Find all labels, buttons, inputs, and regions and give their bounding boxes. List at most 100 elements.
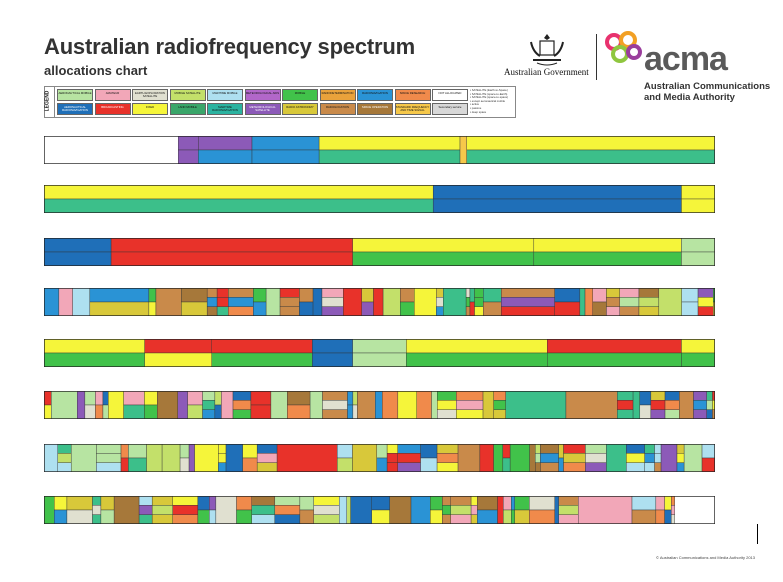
allocation-block <box>57 453 72 463</box>
allocation-block <box>469 288 475 303</box>
allocation-block <box>606 288 620 298</box>
allocation-block <box>347 404 354 419</box>
band-allocation-strip <box>44 496 715 524</box>
allocation-block <box>312 339 353 354</box>
allocation-block <box>644 444 655 454</box>
allocation-block <box>216 306 229 316</box>
allocation-block <box>466 136 715 151</box>
allocation-block <box>77 391 86 419</box>
allocation-block <box>299 509 314 524</box>
allocation-block <box>318 136 461 151</box>
allocation-block <box>352 238 535 253</box>
allocation-block <box>95 404 104 419</box>
allocation-block <box>214 404 222 419</box>
allocation-block <box>632 391 641 419</box>
allocation-block <box>102 404 109 419</box>
legend-label: LEGEND <box>44 87 55 117</box>
allocation-block <box>617 409 634 419</box>
allocation-block <box>338 496 347 524</box>
allocation-block <box>376 457 388 472</box>
allocation-block <box>655 496 665 511</box>
allocation-block <box>436 453 459 463</box>
allocation-block <box>676 462 685 472</box>
allocation-block <box>664 400 680 410</box>
allocation-block <box>465 306 471 316</box>
allocation-block <box>274 505 301 515</box>
allocation-block <box>274 496 301 506</box>
legend-item: Secondary service <box>432 103 468 115</box>
allocation-block <box>144 352 212 367</box>
legend-item: AMATEUR <box>94 89 131 101</box>
allocation-block <box>465 297 471 307</box>
allocation-block <box>371 496 390 511</box>
allocation-block <box>671 496 675 506</box>
allocation-block <box>66 496 93 511</box>
allocation-block <box>321 306 344 316</box>
allocation-block <box>443 288 467 316</box>
allocation-block <box>84 391 96 406</box>
allocation-block <box>671 514 675 524</box>
allocation-block <box>102 391 109 406</box>
legend-item: BROADCASTING <box>94 103 131 115</box>
allocation-block <box>410 496 431 524</box>
allocation-block <box>172 514 199 524</box>
allocation-block <box>529 444 536 472</box>
band-frame <box>44 339 715 367</box>
allocation-block <box>371 509 390 524</box>
allocation-block <box>361 288 374 303</box>
allocation-block <box>100 496 115 511</box>
allocation-block <box>493 391 506 401</box>
allocation-block <box>701 457 715 472</box>
legend-item: SPACE RESEARCH <box>394 89 431 101</box>
allocation-block <box>309 391 323 419</box>
legend-item: LAND MOBILE <box>169 103 206 115</box>
allocation-block <box>337 444 353 459</box>
allocation-block <box>120 444 129 459</box>
allocation-block <box>437 409 457 419</box>
allocation-block <box>619 288 640 298</box>
allocation-block <box>397 391 417 419</box>
legend-item: AERONAUTICAL MOBILE <box>57 89 93 101</box>
allocation-block <box>664 509 672 524</box>
allocation-block <box>214 391 222 406</box>
allocation-block <box>660 444 678 472</box>
allocation-block <box>619 306 640 316</box>
allocation-block <box>386 444 398 454</box>
allocation-block <box>626 462 645 472</box>
allocation-block <box>206 288 218 298</box>
allocation-block <box>138 496 153 506</box>
allocation-block <box>474 306 484 316</box>
allocation-block <box>256 444 278 454</box>
allocation-block <box>96 453 122 463</box>
allocation-block <box>251 496 276 506</box>
allocation-block <box>469 301 475 316</box>
allocation-block <box>503 496 512 511</box>
allocation-block <box>251 136 320 151</box>
allocation-block <box>416 391 432 419</box>
allocation-block <box>228 288 254 298</box>
allocation-block <box>346 496 351 524</box>
allocation-block <box>236 496 252 511</box>
allocation-block <box>177 136 199 151</box>
allocation-block <box>420 457 438 472</box>
allocation-block <box>357 391 376 419</box>
band-allocation-strip <box>44 339 715 367</box>
allocation-block <box>352 339 407 354</box>
allocation-block <box>250 404 272 419</box>
allocation-block <box>161 444 181 472</box>
allocation-block <box>279 288 300 298</box>
allocation-block <box>251 505 276 515</box>
band-allocation-strip <box>44 136 715 164</box>
allocation-block <box>155 288 182 316</box>
australian-government-text: Australian Government <box>504 67 589 77</box>
allocation-block <box>606 306 620 316</box>
allocation-block <box>299 301 314 316</box>
allocation-block <box>194 444 219 472</box>
allocation-block <box>432 198 682 213</box>
allocation-block <box>535 462 541 472</box>
allocation-block <box>674 496 715 524</box>
allocation-block <box>44 238 112 253</box>
allocation-block <box>693 391 707 401</box>
allocation-block <box>373 288 384 316</box>
allocation-block <box>697 297 714 307</box>
